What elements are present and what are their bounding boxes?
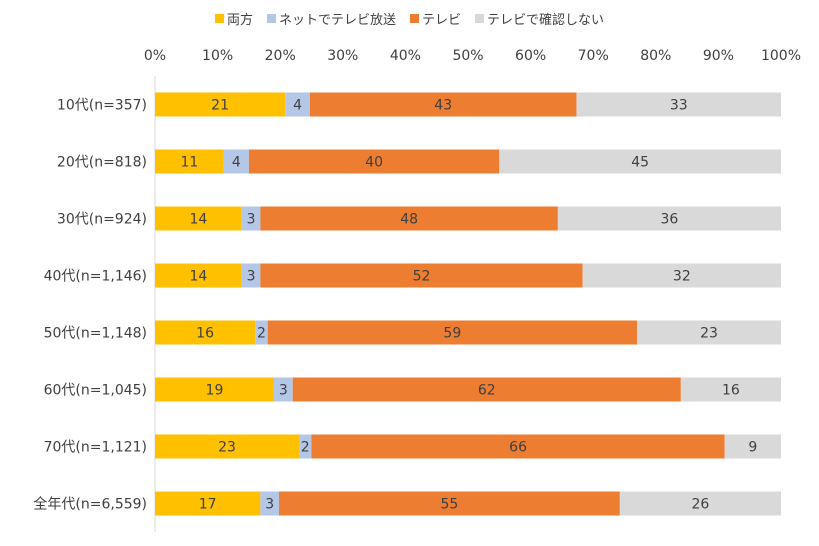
data-label: 14	[189, 212, 207, 228]
data-label: 14	[189, 269, 207, 285]
x-tick-label: 80%	[640, 48, 671, 64]
category-label: 30代(n=924)	[57, 212, 147, 228]
bar-segment	[260, 206, 558, 231]
data-label: 26	[692, 497, 710, 513]
data-label: 3	[247, 269, 256, 285]
data-label: 43	[434, 98, 452, 114]
x-tick-label: 70%	[578, 48, 609, 64]
data-label: 33	[670, 98, 688, 114]
bar-segment	[278, 491, 620, 516]
data-label: 66	[509, 440, 527, 456]
bar-segment	[255, 320, 268, 345]
bar-segment	[260, 491, 279, 516]
legend-item: ネットでテレビ放送	[266, 9, 396, 28]
bar-segment	[223, 149, 249, 174]
bar-segment	[155, 206, 242, 231]
x-tick-label: 50%	[452, 48, 483, 64]
data-label: 4	[293, 98, 302, 114]
data-label: 16	[722, 383, 740, 399]
data-label: 62	[478, 383, 496, 399]
legend-label: 両方	[226, 13, 253, 28]
data-label: 3	[247, 212, 256, 228]
bar-segment	[311, 434, 725, 459]
bar-segment	[241, 263, 261, 288]
bar-segment	[724, 434, 781, 459]
bar-segment	[155, 434, 299, 459]
bar-segment	[155, 491, 261, 516]
x-tick-label: 0%	[144, 48, 166, 64]
data-label: 9	[748, 440, 757, 456]
data-label: 19	[206, 383, 224, 399]
legend-label: テレビ	[422, 13, 462, 28]
legend-swatch	[410, 14, 419, 23]
category-label: 20代(n=818)	[57, 155, 147, 171]
category-label: 60代(n=1,045)	[44, 383, 147, 399]
data-label: 2	[257, 326, 266, 342]
category-label: 70代(n=1,121)	[44, 440, 147, 456]
category-label: 10代(n=357)	[57, 98, 147, 114]
bar-segment	[267, 320, 638, 345]
bar-segment	[292, 377, 681, 402]
x-tick-label: 100%	[761, 48, 801, 64]
category-label: 50代(n=1,148)	[44, 326, 147, 342]
x-tick-label: 90%	[703, 48, 734, 64]
legend-item: テレビ	[410, 9, 461, 28]
data-label: 40	[365, 155, 383, 171]
bar-segment	[260, 263, 583, 288]
x-tick-label: 60%	[515, 48, 546, 64]
category-label: 40代(n=1,146)	[44, 269, 147, 285]
bar-segment	[248, 149, 500, 174]
data-label: 16	[196, 326, 214, 342]
data-label: 17	[199, 497, 217, 513]
legend: 両方 ネットでテレビ放送 テレビ テレビで確認しない	[0, 9, 819, 28]
bar-segment	[619, 491, 781, 516]
bar-segment	[298, 434, 312, 459]
bar-segment	[155, 149, 224, 174]
data-label: 36	[661, 212, 679, 228]
bar-segment	[499, 149, 781, 174]
data-label: 32	[673, 269, 691, 285]
legend-label: ネットでテレビ放送	[278, 13, 396, 28]
bar-segment	[155, 320, 256, 345]
legend-label: テレビで確認しない	[487, 13, 605, 28]
legend-item: 両方	[214, 9, 253, 28]
data-label: 11	[181, 155, 199, 171]
bar-segment	[155, 92, 286, 117]
bar-segment	[273, 377, 293, 402]
category-label: 全年代(n=6,559)	[33, 496, 147, 513]
data-label: 2	[301, 440, 310, 456]
data-label: 59	[443, 326, 461, 342]
bar-segment	[241, 206, 261, 231]
bar-segment	[582, 263, 781, 288]
x-tick-label: 10%	[202, 48, 233, 64]
bar-segment	[155, 263, 242, 288]
x-tick-label: 40%	[390, 48, 421, 64]
legend-swatch	[475, 14, 485, 23]
data-label: 21	[211, 98, 229, 114]
bar-segment	[155, 377, 274, 402]
x-tick-label: 30%	[327, 48, 358, 64]
data-label: 45	[631, 155, 649, 171]
data-label: 23	[700, 326, 718, 342]
data-label: 3	[279, 383, 288, 399]
bar-segment	[285, 92, 310, 117]
legend-swatch	[266, 14, 276, 23]
data-label: 52	[413, 269, 431, 285]
data-label: 3	[265, 497, 274, 513]
legend-swatch	[214, 14, 224, 23]
x-tick-label: 20%	[265, 48, 296, 64]
data-label: 4	[232, 155, 241, 171]
bar-segment	[309, 92, 577, 117]
bar-segment	[576, 92, 781, 117]
bar-segment	[680, 377, 781, 402]
bar-segment	[637, 320, 781, 345]
data-label: 48	[400, 212, 418, 228]
data-label: 23	[218, 440, 236, 456]
data-label: 55	[440, 497, 458, 513]
legend-item: テレビで確認しない	[475, 9, 604, 28]
bar-segment	[557, 206, 781, 231]
